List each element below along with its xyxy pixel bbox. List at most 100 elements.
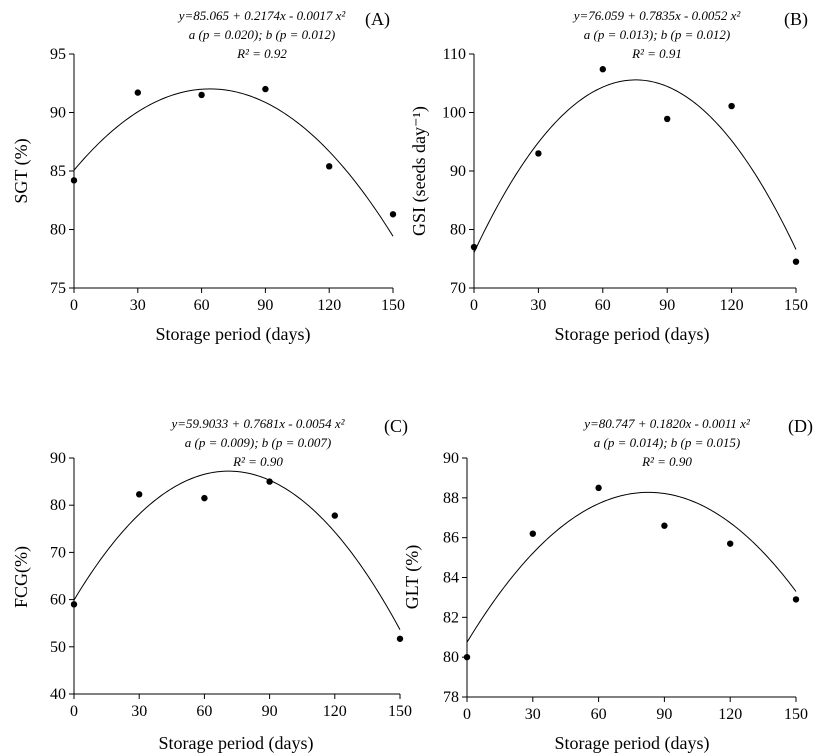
y-tick-label: 100: [442, 105, 466, 122]
data-point: [792, 258, 800, 265]
x-axis-title: Storage period (days): [159, 733, 314, 754]
data-point: [389, 211, 397, 218]
y-tick-label: 80: [443, 649, 459, 666]
x-tick-label: 150: [784, 706, 808, 723]
x-tick-label: 90: [659, 297, 675, 314]
x-tick-label: 60: [196, 703, 212, 720]
x-tick-label: 30: [130, 297, 146, 314]
y-tick-label: 88: [443, 490, 459, 507]
y-tick-label: 82: [443, 609, 459, 626]
y-tick-label: 90: [50, 105, 66, 122]
y-tick-label: 75: [50, 280, 66, 297]
panel-label: (C): [384, 416, 408, 437]
data-point: [136, 491, 143, 498]
y-tick-label: 40: [50, 686, 66, 703]
x-tick-label: 90: [262, 703, 278, 720]
y-tick-label: 78: [443, 689, 459, 706]
y-tick-label: 80: [50, 222, 66, 239]
data-point: [266, 478, 273, 485]
y-axis-title: GLT (%): [402, 545, 423, 610]
r-squared-text: R² = 0.90: [232, 454, 283, 469]
data-point: [262, 85, 269, 93]
data-point: [396, 635, 404, 642]
y-tick-label: 90: [450, 163, 466, 180]
data-point: [727, 540, 734, 547]
x-tick-label: 60: [591, 706, 607, 723]
data-point: [326, 163, 333, 170]
equation-text: y=80.747 + 0.1820x - 0.0011 x²: [582, 416, 751, 431]
fit-curve: [73, 470, 401, 630]
data-point: [529, 530, 536, 537]
fit-curve: [73, 88, 394, 237]
y-tick-label: 80: [50, 497, 66, 514]
y-tick-label: 95: [50, 46, 66, 63]
data-point: [661, 522, 668, 529]
y-axis-title: GSI (seeds day⁻¹): [409, 106, 430, 236]
panel-d: y=80.747 + 0.1820x - 0.0011 x² a (p = 0.…: [402, 416, 813, 754]
data-point: [70, 177, 78, 184]
panel-label: (B): [784, 9, 808, 30]
significance-text: a (p = 0.009); b (p = 0.007): [185, 435, 331, 450]
data-point: [595, 484, 602, 492]
x-tick-label: 120: [323, 703, 347, 720]
data-point: [470, 243, 478, 251]
r-squared-text: R² = 0.91: [631, 46, 682, 61]
x-tick-label: 150: [381, 297, 405, 314]
x-tick-label: 0: [70, 297, 78, 314]
data-point: [331, 512, 338, 519]
equation-text: y=85.065 + 0.2174x - 0.0017 x²: [177, 8, 347, 23]
x-tick-label: 30: [131, 703, 147, 720]
fit-curve: [473, 79, 797, 253]
data-point: [535, 150, 542, 157]
y-axis-title: SGT (%): [11, 138, 32, 203]
equation-text: y=59.9033 + 0.7681x - 0.0054 x²: [169, 416, 345, 431]
x-tick-label: 60: [595, 297, 611, 314]
equation-text: y=76.059 + 0.7835x - 0.0052 x²: [572, 8, 742, 23]
y-tick-label: 70: [450, 280, 466, 297]
x-tick-label: 120: [720, 297, 744, 314]
y-tick-label: 60: [50, 592, 66, 609]
y-tick-label: 86: [443, 530, 459, 547]
r-squared-text: R² = 0.92: [236, 46, 287, 61]
data-point: [70, 601, 78, 608]
panel-c: y=59.9033 + 0.7681x - 0.0054 x² a (p = 0…: [11, 416, 412, 754]
data-point: [599, 66, 606, 73]
x-tick-label: 120: [317, 297, 341, 314]
x-tick-label: 0: [470, 297, 478, 314]
y-tick-label: 90: [50, 450, 66, 467]
x-tick-label: 150: [388, 703, 412, 720]
x-tick-label: 90: [257, 297, 273, 314]
r-squared-text: R² = 0.90: [641, 454, 692, 469]
data-point: [201, 494, 208, 502]
panel-label: (A): [365, 9, 390, 30]
panel-b: y=76.059 + 0.7835x - 0.0052 x² a (p = 0.…: [409, 8, 808, 345]
x-tick-label: 30: [525, 706, 541, 723]
panel-a: y=85.065 + 0.2174x - 0.0017 x² a (p = 0.…: [11, 8, 405, 345]
y-tick-label: 84: [443, 570, 459, 587]
x-tick-label: 150: [784, 297, 808, 314]
data-point: [792, 596, 800, 603]
panel-label: (D): [788, 416, 813, 437]
y-tick-label: 90: [443, 450, 459, 467]
x-tick-label: 0: [70, 703, 78, 720]
y-axis-title: FCG(%): [11, 546, 32, 608]
y-tick-label: 110: [443, 46, 466, 63]
data-point: [134, 89, 141, 96]
x-tick-label: 60: [194, 297, 210, 314]
x-axis-title: Storage period (days): [156, 324, 311, 345]
data-point: [198, 91, 205, 99]
y-tick-label: 80: [450, 222, 466, 239]
data-point: [664, 115, 671, 123]
significance-text: a (p = 0.013); b (p = 0.012): [584, 27, 730, 42]
data-point: [463, 653, 471, 661]
x-tick-label: 120: [718, 706, 742, 723]
significance-text: a (p = 0.014); b (p = 0.015): [594, 435, 740, 450]
data-point: [728, 102, 735, 110]
y-tick-label: 50: [50, 639, 66, 656]
x-tick-label: 30: [530, 297, 546, 314]
x-tick-label: 90: [656, 706, 672, 723]
x-axis-title: Storage period (days): [555, 733, 710, 754]
x-axis-title: Storage period (days): [555, 324, 710, 345]
x-tick-label: 0: [463, 706, 471, 723]
